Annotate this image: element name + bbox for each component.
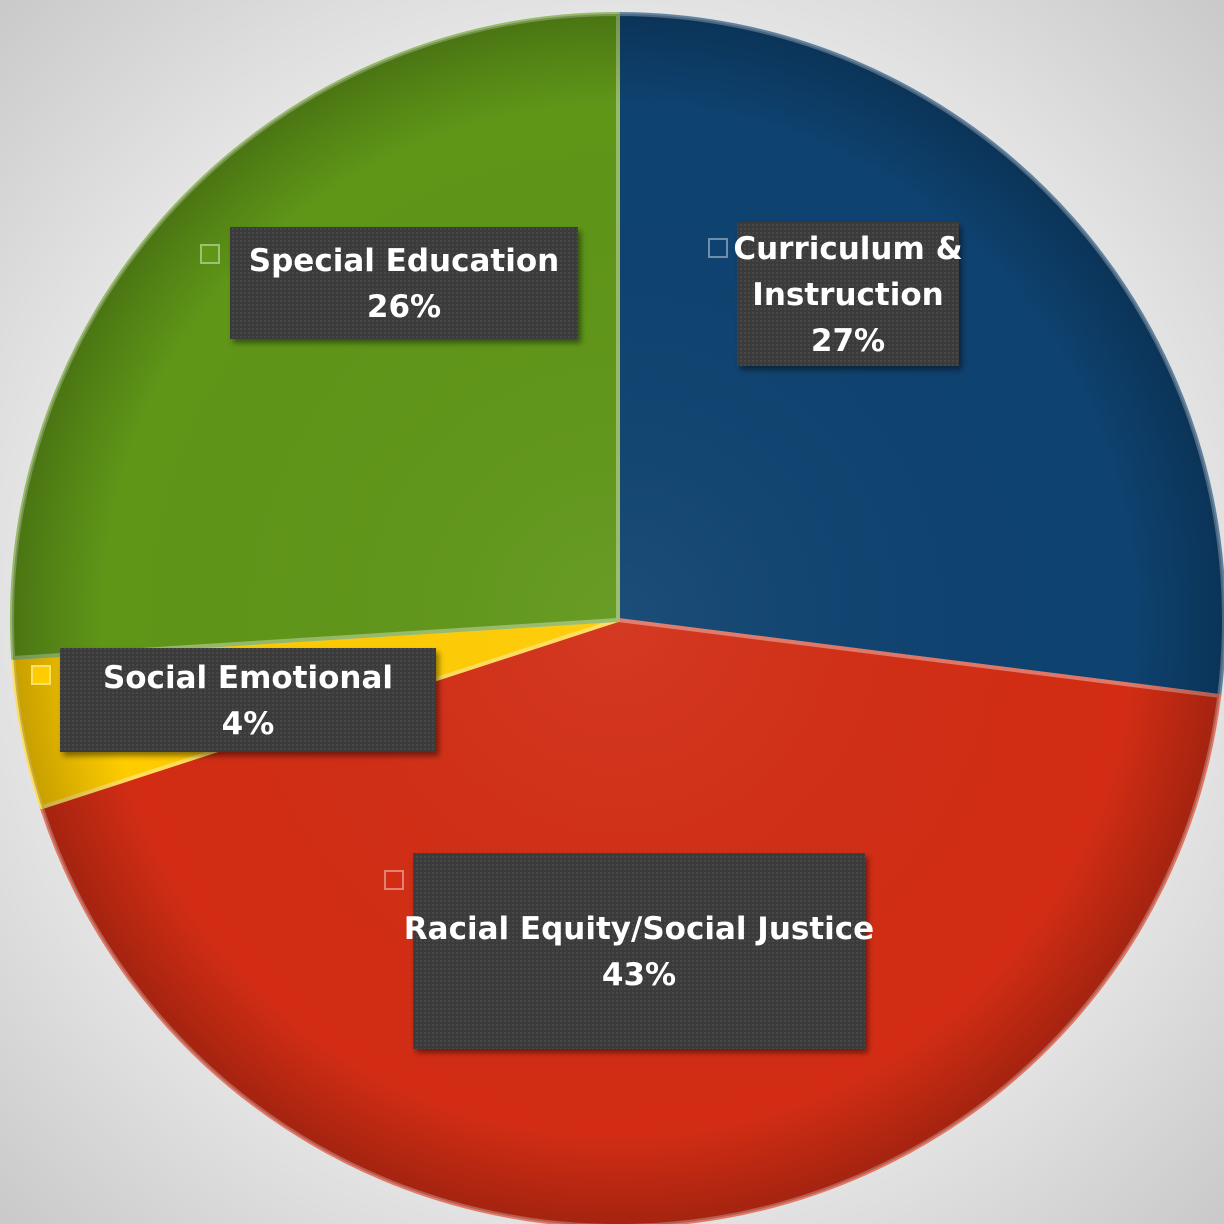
data-label-value-curriculum-instruction: 27% xyxy=(811,323,885,359)
data-label-social-emotional: Social Emotional 4% xyxy=(31,648,436,752)
data-label-category-racial-equity-social-justice: Racial Equity/Social Justice xyxy=(404,911,874,947)
data-label-category-special-education: Special Education xyxy=(249,243,559,279)
data-label-box-racial-equity-social-justice xyxy=(413,853,865,1049)
data-label-category-curriculum-instruction: Curriculum & xyxy=(733,231,962,267)
legend-key-social-emotional xyxy=(31,665,51,685)
data-label-box-social-emotional xyxy=(60,648,436,752)
legend-key-curriculum-instruction xyxy=(708,238,728,258)
data-label-category-social-emotional: Social Emotional xyxy=(103,660,393,696)
data-label-curriculum-instruction: Curriculum & Instruction 27% xyxy=(708,222,963,366)
data-label-value-racial-equity-social-justice: 43% xyxy=(602,957,676,993)
data-label-value-social-emotional: 4% xyxy=(222,706,275,742)
data-label-racial-equity-social-justice: Racial Equity/Social Justice 43% xyxy=(384,853,874,1049)
data-label-category-curriculum-instruction: Instruction xyxy=(752,277,943,313)
legend-key-special-education xyxy=(200,244,220,264)
data-label-special-education: Special Education 26% xyxy=(200,227,578,339)
pie-data-labels: Curriculum & Instruction 27% Racial Equity/… xyxy=(31,222,963,1049)
data-label-box-curriculum-instruction xyxy=(737,222,959,366)
data-label-value-special-education: 26% xyxy=(367,289,441,325)
data-label-box-special-education xyxy=(230,227,578,339)
legend-key-racial-equity-social-justice xyxy=(384,870,404,890)
